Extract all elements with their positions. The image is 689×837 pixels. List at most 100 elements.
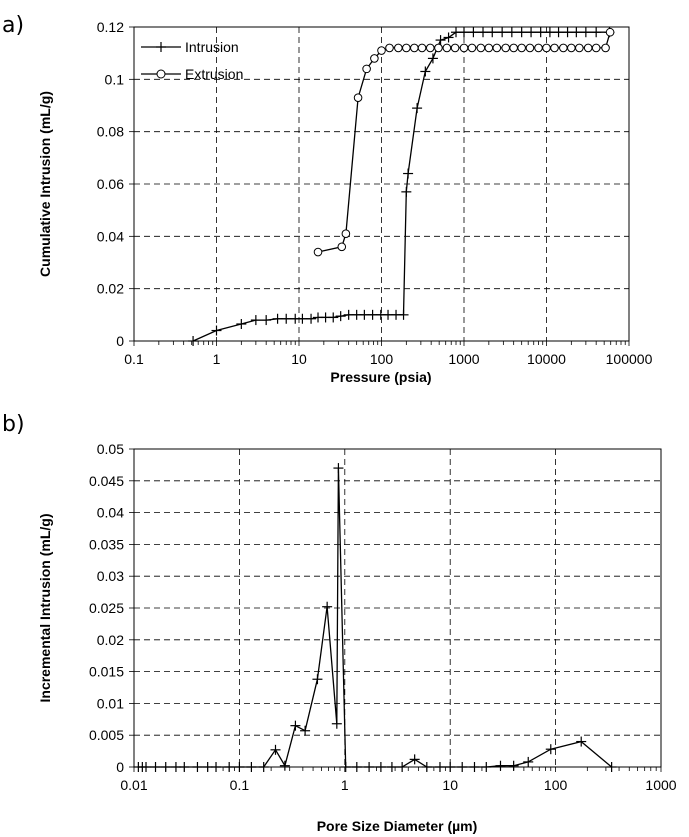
panel-a-series-extrusion-point-14 <box>442 43 452 53</box>
panel-b-y-tick-label-8: 0.04 <box>97 505 124 521</box>
panel-b-series-0-point-38 <box>545 744 556 755</box>
panel-b-series-0-point-5 <box>170 762 181 772</box>
panel-b-series-0 <box>133 463 617 772</box>
panel-a-series-intrusion-point-9 <box>306 313 317 324</box>
panel-a-series-intrusion-point-22 <box>401 186 412 197</box>
panel-b-series-0-point-11 <box>234 762 245 772</box>
panel-b-y-tick-labels: 0 0.005 0.01 0.015 0.02 0.025 0.03 0.035 0.04 0.0… <box>89 441 124 775</box>
panel-a-y-tick-label-3: 0.06 <box>97 176 124 192</box>
panel-a-series-extrusion-point-30 <box>575 43 584 53</box>
panel-b-series-0-point-9 <box>211 762 222 772</box>
panel-a-x-tick-label-1: 1 <box>213 351 221 367</box>
panel-b-y-tick-label-10: 0.05 <box>97 441 124 457</box>
panel-b-y-axis-title: Incremental Intrusion (mL/g) <box>37 513 53 702</box>
panel-b-series-0-point-39 <box>576 736 587 747</box>
panel-a-series-extrusion-point-21 <box>501 43 510 53</box>
panel-a-series-intrusion-point-33 <box>487 27 498 38</box>
panel-a-gridlines <box>134 27 629 341</box>
panel-a-x-tick-label-0: 0.1 <box>124 351 144 367</box>
panel-a-series-extrusion-point-32 <box>591 43 601 53</box>
panel-b-series-0-point-23 <box>351 762 362 772</box>
panel-a-legend: Intrusion Extrusion <box>141 39 243 82</box>
panel-a-series-extrusion-point-13 <box>434 43 443 53</box>
panel-a-series-extrusion-point-12 <box>425 43 435 53</box>
panel-b-label: b) <box>2 412 25 437</box>
panel-b-series-0-point-3 <box>150 762 161 772</box>
panel-b-y-tick-label-2: 0.01 <box>97 695 124 711</box>
panel-b-series-0-point-34 <box>481 762 492 772</box>
panel-b-series-0-point-13 <box>258 762 269 772</box>
panel-a-series-intrusion-point-25 <box>420 66 431 77</box>
panel-a-x-tick-label-3: 100 <box>370 351 394 367</box>
panel-b-series-0-point-35 <box>495 760 506 771</box>
panel-a-x-tick-label-5: 10000 <box>527 351 566 367</box>
panel-a-series-extrusion-point-22 <box>509 43 518 53</box>
panel-b-series-0-point-14 <box>270 744 281 755</box>
panel-a-series-intrusion-point-4 <box>261 315 272 326</box>
panel-b-x-tick-label-2: 1 <box>341 777 349 793</box>
panel-a-series-intrusion-point-35 <box>506 27 517 38</box>
panel-a-series-intrusion-point-21 <box>398 309 409 320</box>
panel-b-y-tick-label-5: 0.025 <box>89 600 124 616</box>
panel-a-series-extrusion-point-3 <box>353 93 363 102</box>
panel-a-series-extrusion-point-28 <box>559 43 568 53</box>
panel-a-series-intrusion-point-8 <box>297 313 308 324</box>
panel-a-x-tick-label-2: 10 <box>291 351 307 367</box>
panel-a-series-extrusion-point-25 <box>534 43 543 53</box>
panel-a-series-extrusion-point-6 <box>377 46 386 55</box>
panel-b-series-0-point-37 <box>523 756 534 767</box>
panel-b-y-tick-label-7: 0.035 <box>89 536 124 552</box>
panel-b-series-0-point-25 <box>375 762 386 772</box>
panel-a-series-intrusion-point-3 <box>250 315 261 326</box>
panel-b-series-0-point-29 <box>421 762 432 772</box>
panel-b-series-0-point-30 <box>434 762 445 772</box>
panel-a-series-extrusion-point-26 <box>542 43 551 53</box>
panel-b-series-0-point-10 <box>224 762 235 772</box>
panel-b-series-0-point-22 <box>340 762 351 772</box>
panel-a-y-tick-label-5: 0.1 <box>105 71 125 87</box>
panel-b-x-tick-labels: 0.01 0.1 1 10 100 1000 <box>120 777 676 793</box>
panel-a-series-intrusion <box>188 27 615 346</box>
panel-a-series-intrusion-point-32 <box>478 27 489 38</box>
panel-a-label: a) <box>2 13 24 38</box>
panel-b-gridlines <box>134 449 661 767</box>
panel-a-minor-ticks <box>129 26 630 346</box>
panel-a-series-extrusion-point-5 <box>370 54 379 63</box>
panel-a-series-intrusion-point-38 <box>535 27 546 38</box>
panel-b-series-0-point-27 <box>397 762 408 772</box>
panel-b-x-tick-label-1: 0.1 <box>230 777 250 793</box>
panel-a-series-extrusion-point-31 <box>583 43 593 53</box>
panel-b-x-axis-title: Pore Size Diameter (µm) <box>317 818 478 834</box>
panel-b-y-tick-label-4: 0.02 <box>97 632 124 648</box>
legend-extrusion-label: Extrusion <box>185 66 243 82</box>
panel-a-x-axis-title: Pressure (psia) <box>330 369 431 385</box>
panel-a-series-extrusion-point-17 <box>467 43 477 53</box>
panel-a-series-intrusion-point-44 <box>591 27 602 38</box>
panel-a-series-intrusion-point-31 <box>468 27 479 38</box>
panel-a-series-intrusion-point-28 <box>443 32 454 43</box>
panel-a-series-intrusion-point-26 <box>427 53 438 64</box>
panel-a-y-axis-title: Cumulative Intrusion (mL/g) <box>37 91 53 277</box>
panel-a-series-intrusion-point-41 <box>562 27 573 38</box>
panel-a-series <box>188 27 615 346</box>
panel-b-series-0-point-28 <box>409 754 420 765</box>
panel-b-series-0-point-15 <box>279 760 290 771</box>
panel-a-series-extrusion-point-15 <box>450 43 460 53</box>
panel-b-series-0-point-40 <box>606 762 617 772</box>
panel-b-y-tick-label-3: 0.015 <box>89 664 124 680</box>
panel-b-series-0-point-33 <box>469 762 480 772</box>
panel-a-series-intrusion-point-13 <box>335 311 346 322</box>
panel-a-series-extrusion-point-7 <box>385 43 394 53</box>
panel-a-series-extrusion-point-4 <box>362 64 371 74</box>
panel-a-y-tick-labels: 0 0.02 0.04 0.06 0.08 0.1 0.12 <box>97 19 124 349</box>
panel-b-x-tick-label-0: 0.01 <box>120 777 147 793</box>
panel-a-series-extrusion-point-20 <box>492 43 502 53</box>
panel-b-series <box>133 463 617 772</box>
panel-a-series-extrusion-point-19 <box>484 43 494 53</box>
panel-b-x-tick-label-4: 100 <box>544 777 568 793</box>
panel-b-series-0-point-20 <box>331 718 342 729</box>
panel-a-series-extrusion-point-23 <box>517 43 526 53</box>
panel-b-x-tick-label-3: 10 <box>442 777 458 793</box>
panel-a-series-intrusion-point-37 <box>526 27 537 38</box>
panel-a-plot-frame <box>133 26 630 342</box>
